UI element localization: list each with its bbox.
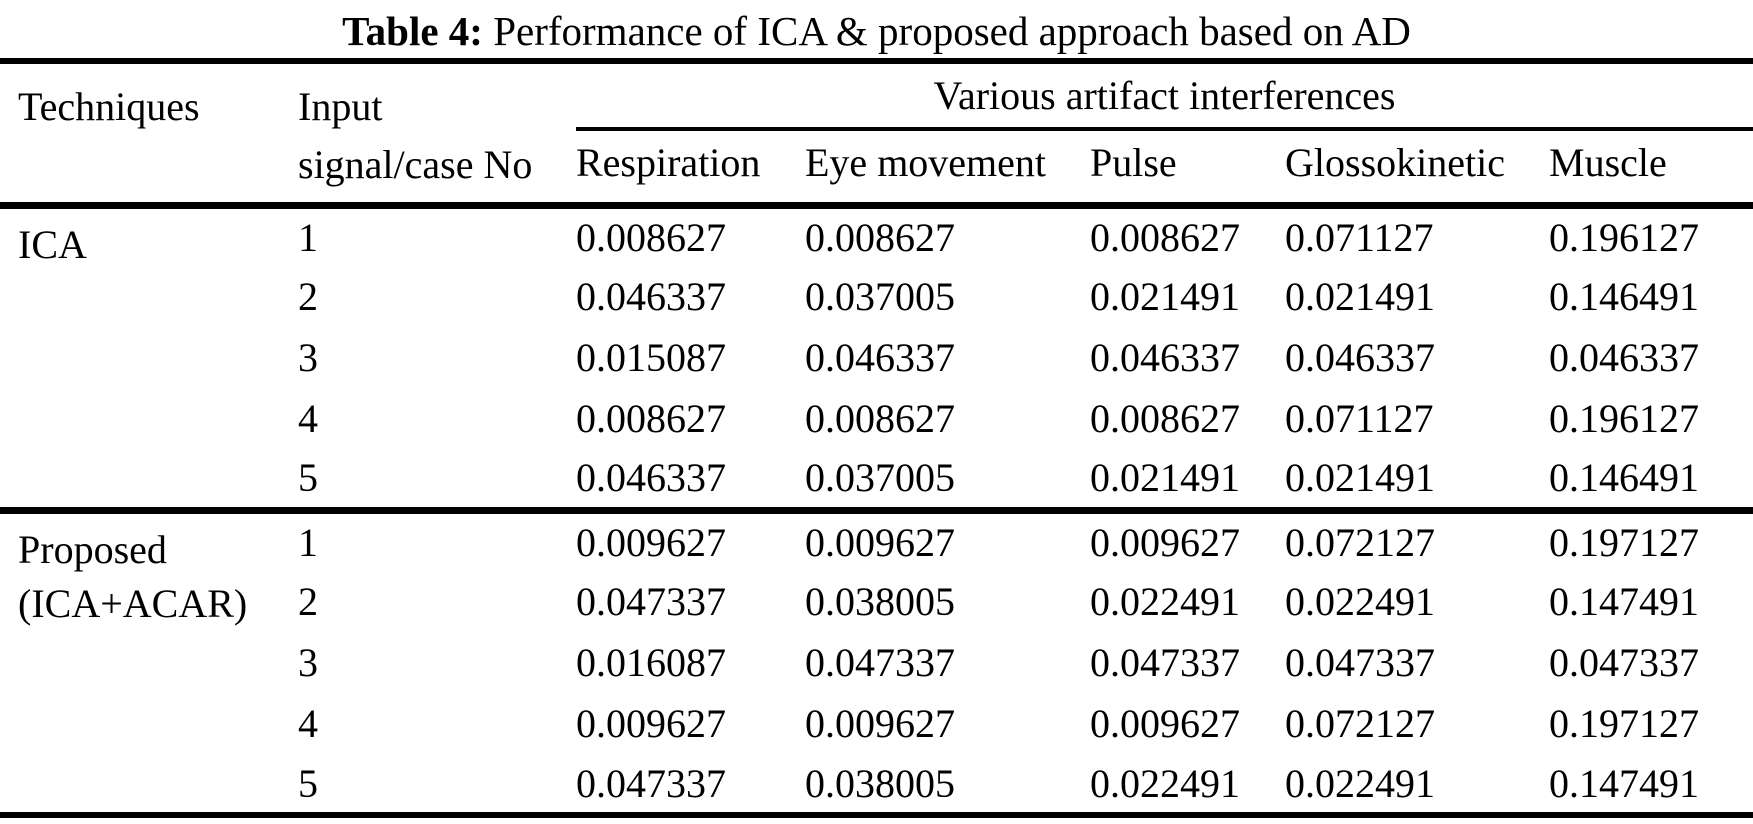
case-number-cell: 3 [298,335,318,380]
value-cell: 0.047337 [576,579,726,624]
table-row: 3 0.015087 0.046337 0.046337 0.046337 0.04633… [0,327,1753,388]
value-cell: 0.008627 [1090,214,1240,260]
table-row: 4 0.008627 0.008627 0.008627 0.071127 0.19612… [0,388,1753,449]
value-cell: 0.009627 [576,519,726,565]
table-row: ICA 1 0.008627 0.008627 0.008627 0.071127 0.19… [0,205,1753,267]
case-number-cell: 5 [298,760,318,806]
value-cell: 0.021491 [1090,274,1240,319]
table-row: 2 0.047337 0.038005 0.022491 0.022491 0.14749… [0,571,1753,632]
case-number-cell: 3 [298,640,318,685]
value-cell: 0.072127 [1285,701,1435,746]
value-cell: 0.022491 [1090,579,1240,624]
value-cell: 0.009627 [576,701,726,746]
value-cell: 0.038005 [805,579,955,624]
value-cell: 0.047337 [1090,640,1240,685]
value-cell: 0.021491 [1090,455,1240,501]
case-number-cell: 2 [298,579,318,624]
technique-label: ICA [18,221,87,267]
value-cell: 0.008627 [805,396,955,441]
value-cell: 0.047337 [576,760,726,806]
value-cell: 0.196127 [1549,214,1699,260]
technique-label-line2: (ICA+ACAR) [18,580,248,626]
value-cell: 0.046337 [576,455,726,501]
value-cell: 0.047337 [805,640,955,685]
value-cell: 0.146491 [1549,455,1699,501]
case-number-cell: 5 [298,455,318,501]
technique-label: Proposed [18,526,167,572]
col-header-input-signal: Input signal/case No [298,61,576,205]
col-header-pulse: Pulse [1090,140,1177,185]
col-header-muscle: Muscle [1549,140,1667,185]
col-header-glossokinetic: Glossokinetic [1285,140,1505,185]
value-cell: 0.008627 [805,214,955,260]
value-cell: 0.197127 [1549,519,1699,565]
table-caption-label: Table 4: [342,8,483,54]
value-cell: 0.147491 [1549,579,1699,624]
value-cell: 0.009627 [1090,701,1240,746]
value-cell: 0.046337 [576,274,726,319]
col-header-input-line1: Input [298,84,383,129]
value-cell: 0.021491 [1285,455,1435,501]
table-row: 5 0.046337 0.037005 0.021491 0.021491 0.14649… [0,449,1753,510]
value-cell: 0.196127 [1549,396,1699,441]
value-cell: 0.037005 [805,274,955,319]
value-cell: 0.047337 [1285,640,1435,685]
header-row-1: Techniques Input signal/case No Various … [0,61,1753,187]
col-header-respiration: Respiration [576,140,761,185]
value-cell: 0.072127 [1285,519,1435,565]
value-cell: 0.021491 [1285,274,1435,319]
table-row: 4 0.009627 0.009627 0.009627 0.072127 0.19712… [0,693,1753,754]
table-body: ICA 1 0.008627 0.008627 0.008627 0.071127 0.19… [0,205,1753,815]
table-caption-text: Performance of ICA & proposed approach b… [493,8,1411,54]
table-row: Proposed (ICA+ACAR) 1 0.009627 0.009627 0.009… [0,510,1753,626]
technique-cell: Proposed (ICA+ACAR) [0,510,298,815]
table-row: 3 0.016087 0.047337 0.047337 0.047337 0.04733… [0,632,1753,693]
value-cell: 0.022491 [1090,760,1240,806]
value-cell: 0.015087 [576,335,726,380]
performance-table: Techniques Input signal/case No Various … [0,58,1753,818]
value-cell: 0.022491 [1285,760,1435,806]
value-cell: 0.046337 [1549,335,1699,380]
value-cell: 0.071127 [1285,396,1434,441]
value-cell: 0.046337 [805,335,955,380]
case-number-cell: 1 [298,214,318,260]
value-cell: 0.038005 [805,760,955,806]
table-caption: Table 4: Performance of ICA & proposed a… [0,0,1753,58]
value-cell: 0.146491 [1549,274,1699,319]
value-cell: 0.147491 [1549,760,1699,806]
value-cell: 0.022491 [1285,579,1435,624]
table-row: 5 0.047337 0.038005 0.022491 0.022491 0.14749… [0,754,1753,815]
table-row: 2 0.046337 0.037005 0.021491 0.021491 0.14649… [0,266,1753,327]
case-number-cell: 1 [298,519,318,565]
value-cell: 0.008627 [1090,396,1240,441]
value-cell: 0.197127 [1549,701,1699,746]
table-header: Techniques Input signal/case No Various … [0,61,1753,205]
case-number-cell: 2 [298,274,318,319]
value-cell: 0.016087 [576,640,726,685]
value-cell: 0.047337 [1549,640,1699,685]
case-number-cell: 4 [298,701,318,746]
value-cell: 0.009627 [805,701,955,746]
case-number-cell: 4 [298,396,318,441]
value-cell: 0.008627 [576,214,726,260]
col-header-input-line2: signal/case No [298,142,533,187]
header-row-2: Respiration Eye movement Pulse Glossokin… [0,129,1753,205]
col-header-techniques: Techniques [18,84,200,129]
value-cell: 0.037005 [805,455,955,501]
value-cell: 0.071127 [1285,214,1434,260]
col-header-eye-movement: Eye movement [805,140,1047,185]
value-cell: 0.009627 [805,519,955,565]
value-cell: 0.046337 [1285,335,1435,380]
value-cell: 0.009627 [1090,519,1240,565]
value-cell: 0.046337 [1090,335,1240,380]
col-group-header-artifacts: Various artifact interferences [576,61,1753,131]
value-cell: 0.008627 [576,396,726,441]
technique-cell: ICA [0,205,298,510]
